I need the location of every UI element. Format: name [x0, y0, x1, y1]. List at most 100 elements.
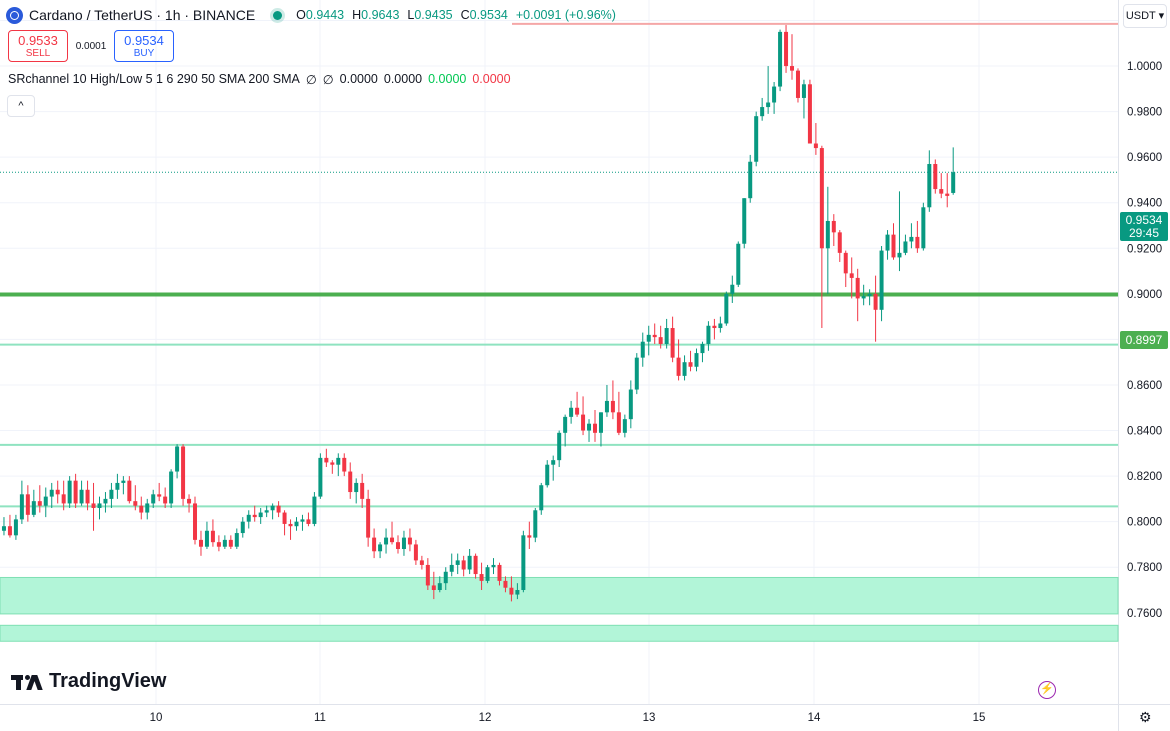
candle-body — [658, 337, 663, 344]
candle-body — [575, 407, 580, 415]
tradingview-mark-icon — [11, 673, 43, 691]
trade-panel: 0.9533 SELL 0.0001 0.9534 BUY — [8, 30, 174, 62]
candle-body — [7, 526, 12, 536]
candle-body — [187, 498, 192, 504]
sr-zones — [0, 576, 1119, 642]
open-label: O — [296, 8, 306, 22]
candle-body — [425, 564, 430, 586]
buy-button[interactable]: 0.9534 BUY — [114, 30, 174, 62]
candle-body — [807, 84, 812, 144]
candle-body — [288, 523, 293, 527]
candle-body — [861, 296, 866, 299]
candle-body — [897, 252, 902, 258]
y-tick-label: 1.0000 — [1127, 61, 1162, 73]
chevron-up-icon[interactable]: ^ — [7, 95, 35, 117]
candle-body — [312, 496, 317, 524]
candle-body — [801, 84, 806, 98]
candle-body — [646, 334, 651, 342]
indicator-name: SRchannel 10 High/Low 5 1 6 290 50 SMA 2… — [8, 72, 300, 86]
candle-body — [485, 567, 490, 581]
candle-body — [360, 482, 365, 499]
candle-body — [431, 585, 436, 590]
candle-body — [551, 460, 556, 465]
candle-body — [115, 482, 120, 490]
indicator-value-3: 0.0000 — [428, 72, 467, 86]
indicator-legend[interactable]: SRchannel 10 High/Low 5 1 6 290 50 SMA 2… — [8, 72, 511, 87]
x-tick-label: 14 — [808, 712, 821, 724]
candle-body — [91, 503, 96, 508]
high-label: H — [352, 8, 362, 22]
candle-body — [724, 293, 729, 324]
lightning-icon[interactable]: ⚡ — [1038, 681, 1056, 699]
candle-body — [163, 496, 168, 504]
candle-body — [246, 514, 251, 522]
indicator-value-1: 0.0000 — [339, 72, 378, 86]
change-value: +0.0091 (+0.96%) — [515, 8, 616, 22]
candle-body — [933, 164, 938, 190]
candle-body — [831, 220, 836, 233]
candle-body — [390, 537, 395, 543]
market-open-icon — [273, 10, 283, 20]
candle-body — [915, 236, 920, 249]
candle-body — [772, 86, 777, 103]
candle-body — [539, 485, 544, 511]
candle-body — [49, 489, 54, 497]
candle-body — [240, 521, 245, 534]
currency-selector[interactable]: USDT ▾ — [1123, 4, 1167, 28]
low-value: 0.9435 — [414, 8, 453, 22]
candle-body — [264, 510, 269, 513]
y-tick-label: 0.9800 — [1127, 107, 1162, 119]
y-tick-label: 0.9000 — [1127, 289, 1162, 301]
symbol-title[interactable]: Cardano / TetherUS · 1h · BINANCE — [29, 7, 256, 23]
candle-body — [222, 539, 227, 547]
sell-button[interactable]: 0.9533 SELL — [8, 30, 68, 62]
candle-body — [413, 544, 418, 561]
price-axis: 1.02001.00000.98000.96000.94000.92000.90… — [1127, 16, 1162, 620]
candle-body — [754, 116, 759, 162]
candle-body — [133, 501, 138, 506]
candle-body — [652, 334, 657, 338]
candle-body — [276, 505, 281, 513]
x-tick-label: 10 — [150, 712, 163, 724]
buy-price: 0.9534 — [124, 33, 164, 48]
candle-body — [867, 293, 872, 297]
candle-body — [503, 580, 508, 588]
candlestick-series — [1, 25, 956, 602]
candle-body — [557, 432, 562, 461]
candle-body — [294, 521, 299, 527]
candle-body — [198, 539, 203, 547]
candle-body — [419, 560, 424, 565]
candle-body — [407, 537, 412, 545]
open-value: 0.9443 — [305, 8, 345, 22]
candle-body — [736, 243, 741, 285]
candle-body — [879, 250, 884, 310]
sr-zone — [0, 624, 1119, 642]
settings-gear-icon[interactable]: ⚙ — [1139, 709, 1152, 725]
candle-body — [622, 419, 627, 433]
low-label: L — [407, 8, 415, 22]
candle-body — [569, 407, 574, 417]
sell-price: 0.9533 — [18, 33, 58, 48]
candle-body — [318, 457, 323, 497]
x-tick-label: 13 — [643, 712, 656, 724]
candle-body — [324, 457, 329, 463]
candle-body — [616, 412, 621, 433]
candle-body — [742, 198, 747, 244]
candle-body — [825, 220, 830, 249]
candle-body — [694, 353, 699, 367]
tradingview-logo[interactable]: TradingView — [11, 670, 166, 693]
candle-body — [527, 535, 532, 538]
candle-body — [73, 480, 78, 504]
candle-body — [927, 164, 932, 208]
candle-body — [509, 587, 514, 595]
candle-body — [706, 325, 711, 344]
current-price-label: 0.9534 29:45 — [1120, 212, 1168, 241]
candle-body — [700, 343, 705, 354]
candle-body — [497, 564, 502, 581]
y-tick-label: 0.9400 — [1127, 198, 1162, 210]
candle-body — [819, 148, 824, 249]
candle-body — [587, 423, 592, 431]
candle-body — [688, 362, 693, 367]
candle-body — [97, 503, 102, 508]
